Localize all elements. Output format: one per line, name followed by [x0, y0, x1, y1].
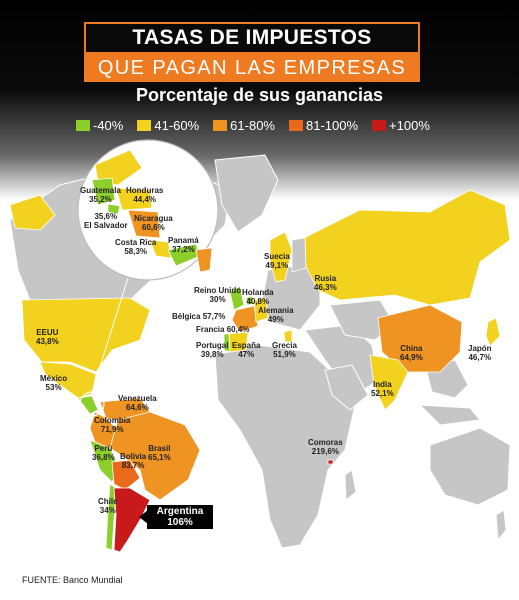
label-chile: Chile 34%: [98, 497, 118, 515]
legend-item: 61-80%: [213, 118, 275, 133]
label-portugal: Portugal 39,8%: [196, 341, 229, 359]
legend-swatch-green: [76, 120, 90, 131]
land-new-zealand: [495, 509, 507, 542]
country-grecia: [283, 329, 293, 343]
legend-swatch-dark-orange: [288, 120, 303, 131]
country-rusia: [299, 189, 511, 306]
land-arabia: [324, 364, 369, 411]
label-panama: Panamá 37,2%: [168, 236, 199, 254]
locator-line: [91, 277, 129, 393]
label-eeuu: EEUU 43,8%: [36, 328, 59, 346]
legend-item: +100%: [372, 118, 430, 133]
legend: -40% 41-60% 61-80% 81-100% +100%: [76, 118, 430, 133]
legend-label: 81-100%: [305, 118, 359, 133]
legend-item: -40%: [76, 118, 123, 133]
legend-item: 41-60%: [137, 118, 199, 133]
country-brasil: [109, 411, 201, 501]
land-madagascar: [344, 469, 357, 502]
country-francia: [231, 305, 259, 333]
label-brasil: Brasil 65,1%: [148, 444, 171, 462]
label-china: China 64,9%: [400, 344, 423, 362]
argentina-name: Argentina: [156, 506, 204, 517]
inset-guatemala: [91, 177, 116, 206]
label-el-salvador: 35,6% El Salvador: [84, 212, 128, 230]
label-mexico: México 53%: [40, 374, 68, 392]
label-venezuela: Venezuela 64,6%: [118, 394, 157, 412]
country-eeuu: [21, 297, 151, 373]
land-finland: [291, 237, 307, 273]
label-espana: España 47%: [232, 341, 261, 359]
country-suecia: [269, 231, 293, 283]
country-india: [369, 354, 409, 411]
legend-label: 61-80%: [230, 118, 275, 133]
country-china: [377, 304, 463, 373]
legend-swatch-red: [372, 120, 387, 131]
label-costa-rica: Costa Rica 58,3%: [115, 238, 157, 256]
country-reino-unido: [229, 285, 245, 311]
caption: Porcentaje de sus ganancias: [135, 85, 384, 105]
label-comoras: Comoras 219,6%: [308, 438, 343, 456]
label-honduras: Honduras 44,4%: [126, 186, 164, 204]
inset-circle: [77, 139, 219, 281]
subtitle: QUE PAGAN LAS EMPRESAS: [84, 54, 420, 82]
label-nicaragua: Nicaragua 60,6%: [134, 214, 173, 232]
argentina-value: 106%: [167, 517, 193, 528]
label-india: India 52,1%: [371, 380, 394, 398]
legend-item: 81-100%: [288, 118, 359, 133]
label-colombia: Colombia 71,9%: [94, 416, 131, 434]
label-bolivia: Bolivia 83,7%: [120, 452, 147, 470]
label-francia: Francia 60,4%: [196, 325, 250, 334]
title: TASAS DE IMPUESTOS TOTALES: [84, 22, 420, 77]
land-africa: [214, 344, 356, 549]
country-alaska: [9, 194, 56, 231]
label-rusia: Rusia 46,3%: [314, 274, 337, 292]
legend-label: 41-60%: [154, 118, 200, 133]
legend-label: -40%: [93, 118, 124, 133]
label-belgica: Bélgica 57,7%: [172, 312, 226, 321]
label-reino-unido: Reino Unido 30%: [194, 286, 242, 304]
country-comoras: [327, 459, 334, 465]
label-guatemala: Guatemala 35,2%: [80, 186, 121, 204]
land-indonesia: [418, 404, 481, 426]
country-central-america: [77, 395, 99, 415]
inset-honduras: [115, 187, 153, 211]
inset-colombia-edge: [195, 247, 213, 273]
argentina-callout-arrow: [139, 510, 148, 524]
legend-swatch-yellow: [137, 120, 152, 131]
label-suecia: Suecia 49,1%: [264, 252, 290, 270]
land-australia: [429, 427, 511, 506]
inset-el-salvador: [107, 203, 121, 215]
land-greenland: [214, 154, 279, 233]
country-mexico: [39, 361, 97, 399]
country-bolivia: [111, 459, 141, 491]
country-japon: [485, 317, 501, 347]
legend-swatch-orange: [213, 120, 228, 131]
legend-label: +100%: [389, 118, 430, 133]
source-note: FUENTE: Banco Mundial: [22, 575, 123, 585]
label-peru: Perú 36,8%: [92, 444, 115, 462]
country-alemania: [253, 297, 269, 323]
label-japon: Japón 46,7%: [468, 344, 492, 362]
country-argentina: [113, 487, 151, 553]
label-alemania: Alemania 49%: [258, 306, 294, 324]
country-portugal: [223, 333, 231, 353]
inset-nicaragua: [127, 209, 161, 239]
argentina-callout: Argentina 106%: [147, 505, 213, 529]
label-grecia: Grecia 51,9%: [272, 341, 297, 359]
label-holanda: Holanda 40,8%: [242, 288, 274, 306]
